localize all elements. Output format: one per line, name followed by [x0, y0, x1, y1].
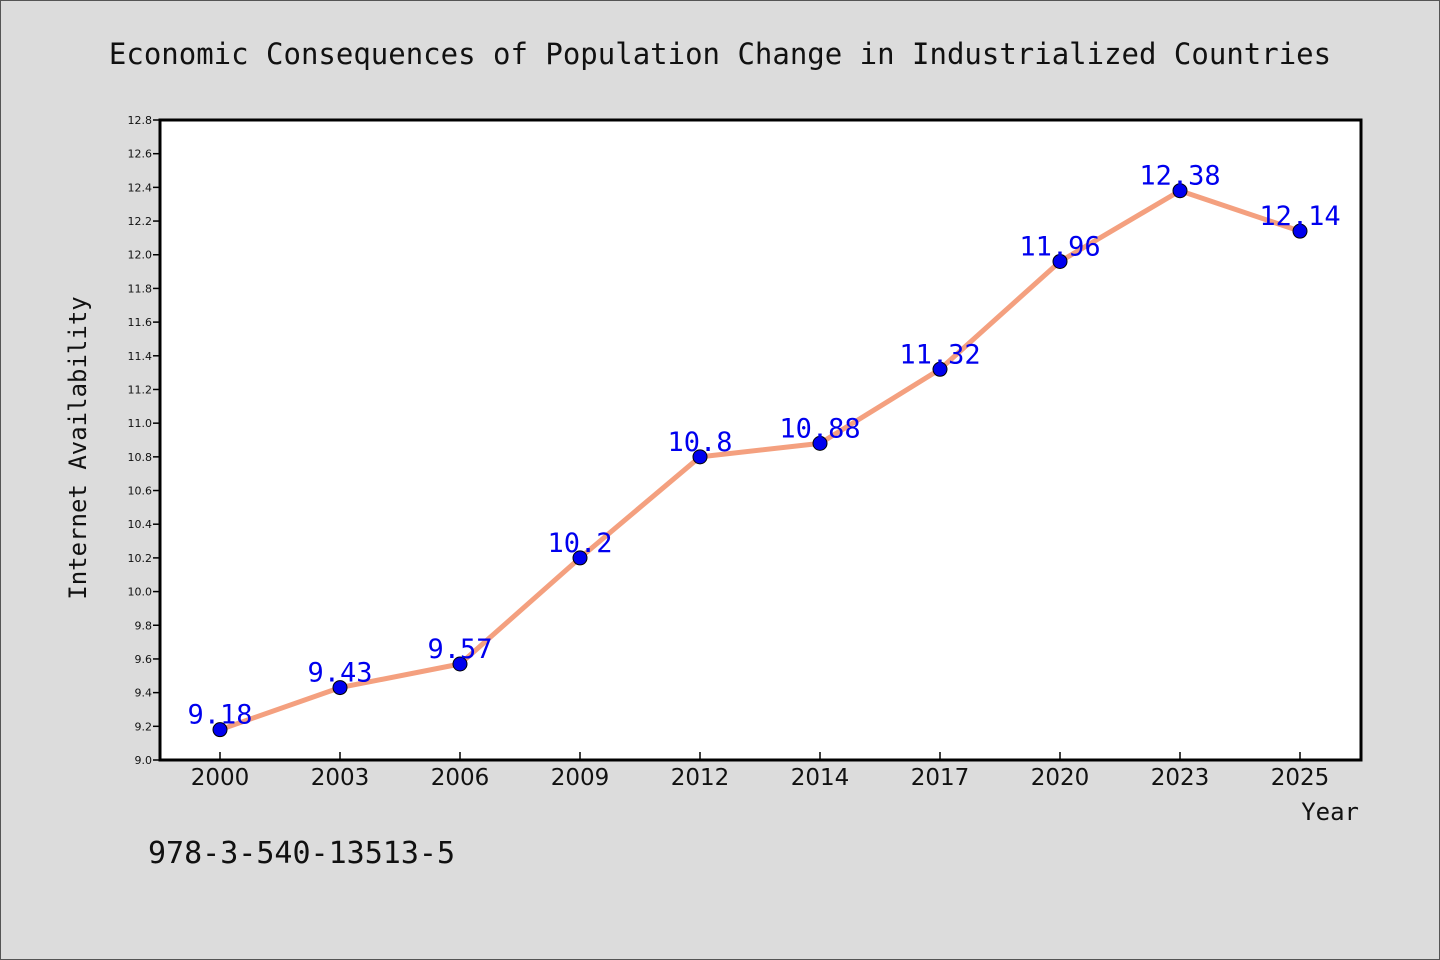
y-tick-label: 9.8: [135, 619, 153, 632]
plot-area: [158, 118, 1363, 762]
data-label: 12.38: [1139, 161, 1220, 192]
x-axis-label: Year: [1301, 798, 1359, 826]
data-label: 10.88: [779, 413, 860, 444]
data-label: 11.32: [899, 339, 980, 370]
data-label: 9.18: [187, 700, 252, 731]
y-tick-label: 12.6: [128, 148, 153, 161]
y-tick-label: 11.2: [128, 383, 153, 396]
x-tick-label: 2012: [671, 765, 730, 791]
data-point: [332, 680, 348, 696]
data-point: [1292, 223, 1308, 239]
data-point: [572, 550, 588, 566]
isbn-text: 978-3-540-13513-5: [148, 836, 456, 871]
x-tick-label: 2014: [791, 765, 850, 791]
series-line: [219, 188, 1301, 733]
y-tick-label: 12.4: [128, 181, 153, 194]
y-tick-label: 9.2: [135, 720, 153, 733]
y-tick-label: 10.4: [128, 518, 153, 531]
chart-title: Economic Consequences of Population Chan…: [109, 37, 1331, 71]
data-point: [1052, 253, 1068, 269]
data-point: [452, 656, 468, 672]
y-tick-label: 12.0: [128, 249, 153, 262]
x-tick-label: 2006: [431, 765, 490, 791]
y-axis-label: Internet Availability: [64, 296, 92, 599]
data-label: 10.8: [667, 427, 732, 458]
data-point: [1172, 183, 1188, 199]
y-tick-label: 11.6: [128, 316, 153, 329]
data-label: 12.14: [1259, 201, 1340, 232]
x-tick-label: 2000: [191, 765, 250, 791]
y-tick-label: 10.0: [128, 586, 153, 599]
y-tick-label: 11.4: [128, 350, 153, 363]
y-tick-label: 12.8: [128, 114, 153, 127]
y-tick-label: 11.8: [128, 282, 153, 295]
y-tick-label: 12.2: [128, 215, 153, 228]
x-tick-label: 2009: [551, 765, 610, 791]
y-tick-label: 9.6: [135, 653, 153, 666]
data-point: [932, 361, 948, 377]
y-tick-label: 11.0: [128, 417, 153, 430]
data-point: [692, 449, 708, 465]
data-label: 10.2: [547, 528, 612, 559]
data-point: [212, 722, 228, 738]
data-label: 9.57: [427, 634, 492, 665]
x-tick-label: 2023: [1151, 765, 1210, 791]
data-label: 9.43: [307, 658, 372, 689]
y-tick-label: 10.8: [128, 451, 153, 464]
x-tick-label: 2017: [911, 765, 970, 791]
series-layer: 9.18 9.43 9.57 10.2 10.8 10.88 11.32 11.96 12.38…: [187, 161, 1341, 738]
y-tick-label: 10.6: [128, 485, 153, 498]
x-tick-label: 2025: [1271, 765, 1330, 791]
y-axis: 9.0 9.2 9.4 9.6 9.8 10.0 10.2 10.4 10.6 10.8 11.0 1…: [128, 114, 160, 767]
data-point: [812, 435, 828, 451]
y-tick-label: 9.0: [135, 754, 153, 767]
y-tick-label: 10.2: [128, 552, 153, 565]
x-axis: 2000 2003 2006 2009 2012 2014 2017 2020 2023 2025: [191, 752, 1330, 791]
y-tick-label: 9.4: [135, 687, 153, 700]
x-tick-label: 2003: [311, 765, 370, 791]
data-label: 11.96: [1019, 231, 1100, 262]
x-tick-label: 2020: [1031, 765, 1090, 791]
